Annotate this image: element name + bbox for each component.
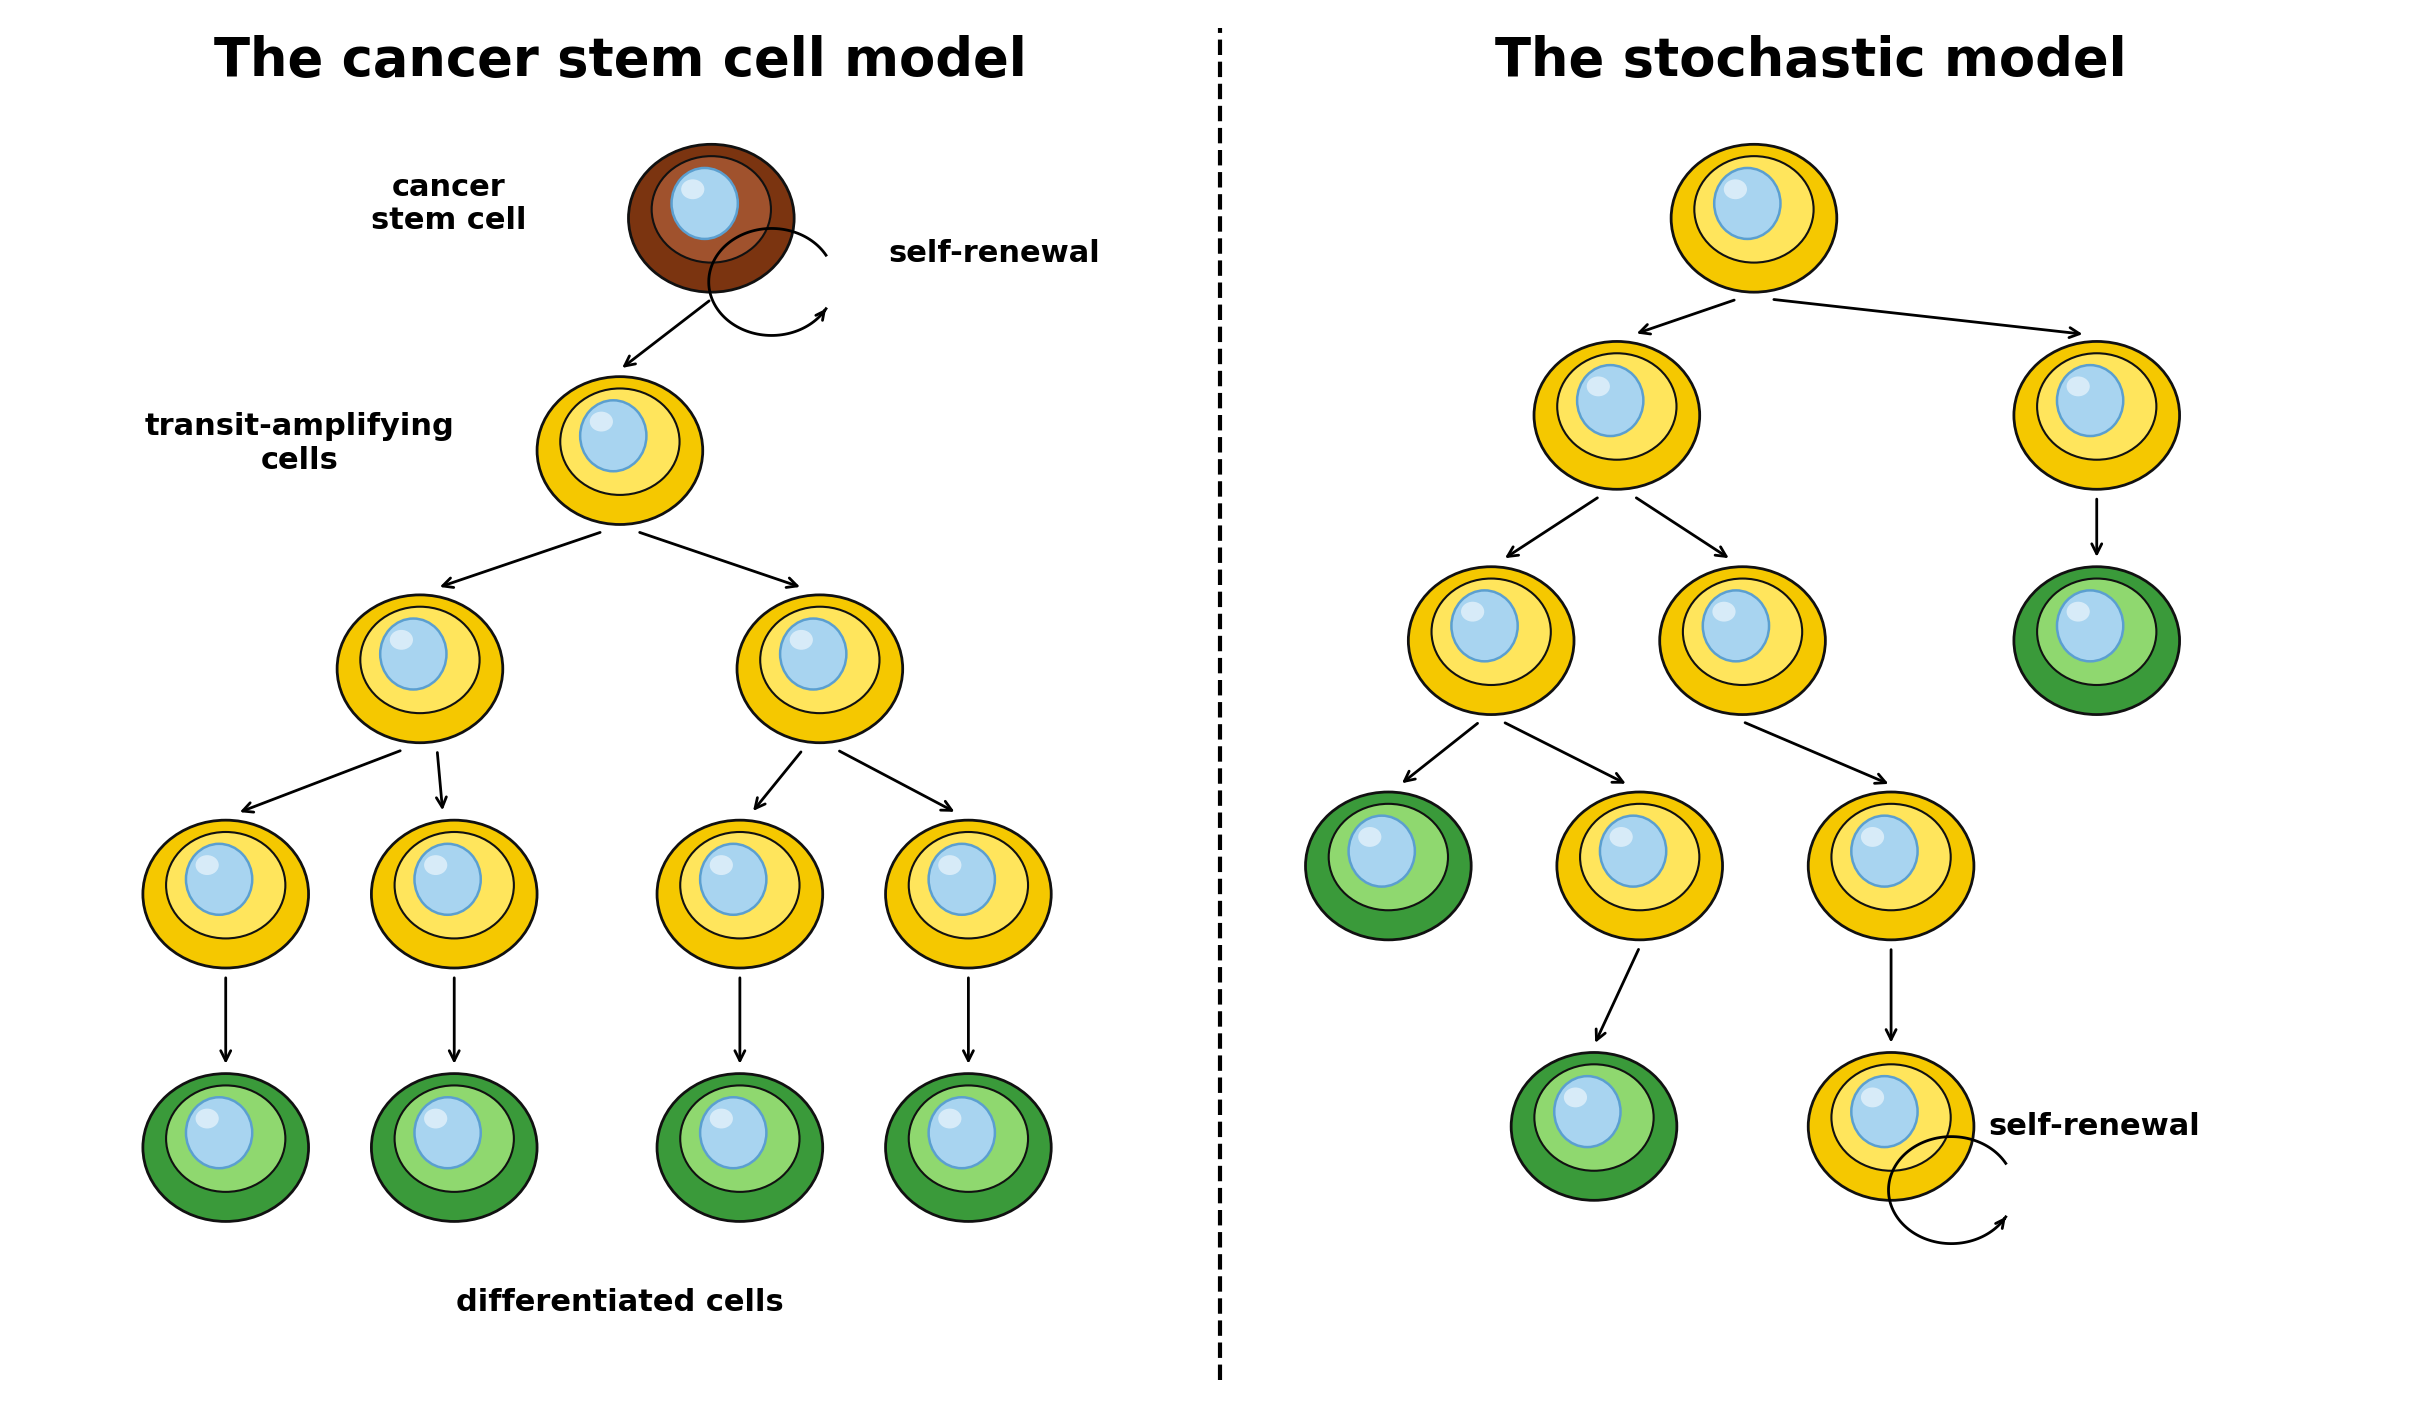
Ellipse shape [591, 411, 613, 431]
Ellipse shape [194, 1108, 219, 1128]
Ellipse shape [372, 819, 537, 969]
Ellipse shape [165, 832, 284, 938]
Ellipse shape [1809, 791, 1974, 941]
Ellipse shape [1534, 341, 1699, 489]
Ellipse shape [761, 607, 880, 712]
Ellipse shape [2066, 601, 2091, 621]
Ellipse shape [1359, 826, 1381, 846]
Ellipse shape [1461, 601, 1485, 621]
Ellipse shape [2013, 341, 2181, 489]
Ellipse shape [1534, 1064, 1653, 1170]
Ellipse shape [1578, 365, 1643, 436]
Ellipse shape [681, 832, 800, 938]
Ellipse shape [1558, 353, 1677, 459]
Ellipse shape [2037, 353, 2156, 459]
Ellipse shape [671, 168, 739, 239]
Ellipse shape [394, 1086, 513, 1191]
Ellipse shape [1694, 156, 1814, 262]
Ellipse shape [185, 1097, 253, 1169]
Ellipse shape [1305, 791, 1471, 941]
Ellipse shape [1831, 804, 1950, 910]
Ellipse shape [1587, 376, 1609, 396]
Ellipse shape [681, 1086, 800, 1191]
Ellipse shape [1809, 1052, 1974, 1200]
Ellipse shape [1660, 566, 1826, 714]
Ellipse shape [1330, 804, 1449, 910]
Ellipse shape [700, 1097, 766, 1169]
Text: cancer
stem cell: cancer stem cell [372, 173, 525, 235]
Ellipse shape [790, 629, 812, 649]
Ellipse shape [1852, 815, 1918, 887]
Text: differentiated cells: differentiated cells [457, 1288, 783, 1318]
Ellipse shape [885, 819, 1050, 969]
Ellipse shape [423, 1108, 447, 1128]
Ellipse shape [1711, 601, 1736, 621]
Ellipse shape [2037, 579, 2156, 684]
Ellipse shape [652, 156, 771, 262]
Text: The stochastic model: The stochastic model [1495, 35, 2127, 87]
Ellipse shape [929, 843, 994, 915]
Ellipse shape [938, 1108, 960, 1128]
Ellipse shape [681, 179, 705, 199]
Ellipse shape [1451, 590, 1517, 662]
Ellipse shape [1408, 566, 1573, 714]
Ellipse shape [1670, 144, 1838, 293]
Ellipse shape [360, 607, 479, 712]
Ellipse shape [1860, 826, 1884, 846]
Ellipse shape [1831, 1064, 1950, 1170]
Ellipse shape [938, 855, 960, 874]
Ellipse shape [630, 144, 795, 293]
Ellipse shape [1714, 168, 1779, 239]
Ellipse shape [885, 1073, 1050, 1221]
Ellipse shape [1724, 179, 1748, 199]
Ellipse shape [372, 1073, 537, 1221]
Ellipse shape [1563, 1087, 1587, 1107]
Ellipse shape [1432, 579, 1551, 684]
Ellipse shape [700, 843, 766, 915]
Ellipse shape [1553, 1076, 1621, 1148]
Ellipse shape [537, 376, 703, 524]
Ellipse shape [909, 1086, 1028, 1191]
Text: self-renewal: self-renewal [887, 239, 1101, 268]
Ellipse shape [338, 594, 503, 743]
Ellipse shape [656, 819, 822, 969]
Ellipse shape [1852, 1076, 1918, 1148]
Ellipse shape [185, 843, 253, 915]
Ellipse shape [1682, 579, 1801, 684]
Ellipse shape [1349, 815, 1415, 887]
Ellipse shape [1600, 815, 1665, 887]
Ellipse shape [909, 832, 1028, 938]
Ellipse shape [737, 594, 902, 743]
Ellipse shape [2066, 376, 2091, 396]
Ellipse shape [581, 400, 647, 472]
Ellipse shape [2057, 365, 2122, 436]
Ellipse shape [143, 819, 309, 969]
Ellipse shape [1580, 804, 1699, 910]
Ellipse shape [423, 855, 447, 874]
Ellipse shape [379, 618, 447, 690]
Ellipse shape [143, 1073, 309, 1221]
Ellipse shape [194, 855, 219, 874]
Ellipse shape [389, 629, 413, 649]
Ellipse shape [1609, 826, 1634, 846]
Ellipse shape [710, 1108, 732, 1128]
Ellipse shape [559, 389, 681, 496]
Ellipse shape [710, 855, 732, 874]
Ellipse shape [780, 618, 846, 690]
Ellipse shape [656, 1073, 822, 1221]
Text: self-renewal: self-renewal [1989, 1112, 2200, 1140]
Ellipse shape [929, 1097, 994, 1169]
Ellipse shape [1556, 791, 1724, 941]
Ellipse shape [1512, 1052, 1677, 1200]
Ellipse shape [2057, 590, 2122, 662]
Text: transit-amplifying
cells: transit-amplifying cells [146, 413, 455, 474]
Ellipse shape [413, 1097, 481, 1169]
Ellipse shape [2013, 566, 2181, 714]
Ellipse shape [413, 843, 481, 915]
Ellipse shape [1702, 590, 1770, 662]
Ellipse shape [1860, 1087, 1884, 1107]
Text: The cancer stem cell model: The cancer stem cell model [214, 35, 1026, 87]
Ellipse shape [165, 1086, 284, 1191]
Ellipse shape [394, 832, 513, 938]
